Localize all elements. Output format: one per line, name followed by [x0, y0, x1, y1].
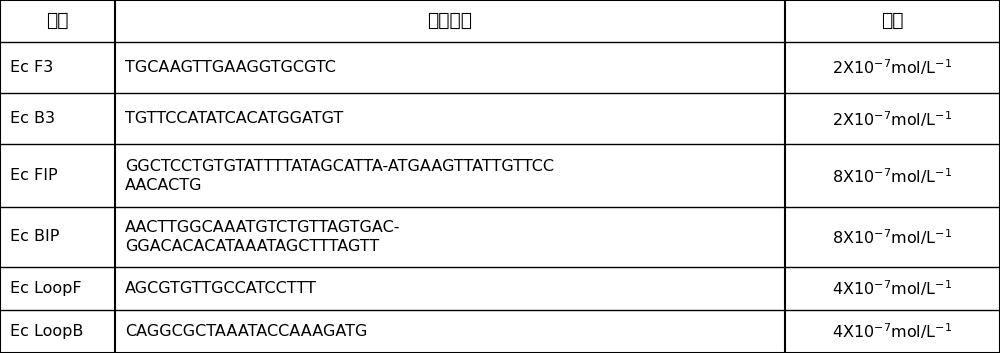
- Text: Ec FIP: Ec FIP: [10, 168, 58, 183]
- Text: TGCAAGTTGAAGGTGCGTC: TGCAAGTTGAAGGTGCGTC: [125, 60, 336, 75]
- Text: TGTTCCATATCACATGGATGT: TGTTCCATATCACATGGATGT: [125, 111, 343, 126]
- Text: Ec BIP: Ec BIP: [10, 229, 59, 245]
- Text: 4X10$^{-7}$mol/L$^{-1}$: 4X10$^{-7}$mol/L$^{-1}$: [832, 279, 953, 298]
- Text: AACTTGGCAAATGTCTGTTAGTGAC-
GGACACACATAAATAGCTTTAGTT: AACTTGGCAAATGTCTGTTAGTGAC- GGACACACATAAA…: [125, 220, 400, 254]
- Text: CAGGCGCTAAATACCAAAGATG: CAGGCGCTAAATACCAAAGATG: [125, 324, 367, 339]
- Text: GGCTCCTGTGTATTTTATAGCATTA-ATGAAGTTATTGTTCC
AACACTG: GGCTCCTGTGTATTTTATAGCATTA-ATGAAGTTATTGTT…: [125, 159, 554, 193]
- Text: 2X10$^{-7}$mol/L$^{-1}$: 2X10$^{-7}$mol/L$^{-1}$: [832, 109, 953, 128]
- Text: AGCGTGTTGCCATCCTTT: AGCGTGTTGCCATCCTTT: [125, 281, 317, 296]
- Text: Ec LoopB: Ec LoopB: [10, 324, 83, 339]
- Text: 引物系列: 引物系列: [428, 11, 473, 30]
- Text: Ec F3: Ec F3: [10, 60, 53, 75]
- Text: Ec B3: Ec B3: [10, 111, 55, 126]
- Text: 8X10$^{-7}$mol/L$^{-1}$: 8X10$^{-7}$mol/L$^{-1}$: [832, 166, 953, 186]
- Text: 2X10$^{-7}$mol/L$^{-1}$: 2X10$^{-7}$mol/L$^{-1}$: [832, 58, 953, 77]
- Text: 4X10$^{-7}$mol/L$^{-1}$: 4X10$^{-7}$mol/L$^{-1}$: [832, 322, 953, 341]
- Text: 引物: 引物: [46, 11, 69, 30]
- Text: 8X10$^{-7}$mol/L$^{-1}$: 8X10$^{-7}$mol/L$^{-1}$: [832, 227, 953, 247]
- Text: Ec LoopF: Ec LoopF: [10, 281, 82, 296]
- Text: 浓度: 浓度: [881, 11, 904, 30]
